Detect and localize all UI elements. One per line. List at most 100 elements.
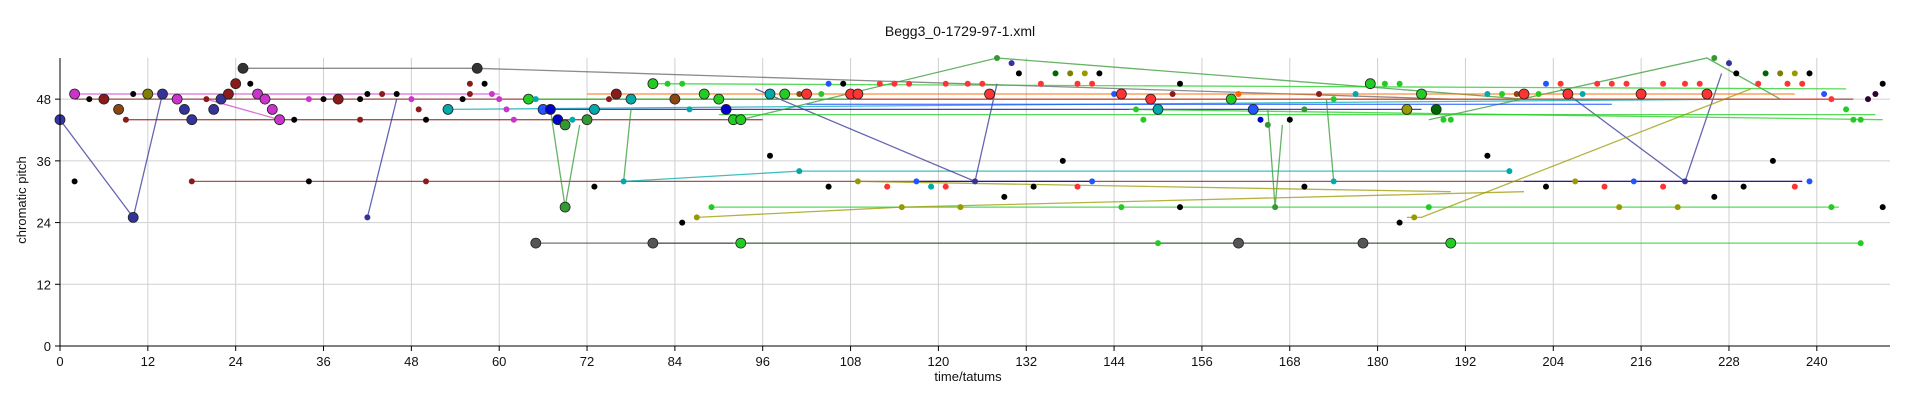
note-point <box>876 80 883 87</box>
note-point <box>1059 157 1066 164</box>
note-point <box>1247 104 1259 115</box>
note-point <box>481 80 488 87</box>
note-point <box>357 116 364 123</box>
note-point <box>906 80 913 87</box>
note-point <box>1682 178 1688 185</box>
note-point <box>1499 91 1505 97</box>
note-point <box>1257 116 1264 123</box>
note-point <box>215 93 227 105</box>
note-point <box>1696 80 1703 87</box>
note-point <box>252 88 264 100</box>
note-point <box>423 178 429 185</box>
note-point <box>698 88 710 100</box>
note-point <box>1806 178 1813 185</box>
y-tick-label: 36 <box>37 154 51 169</box>
note-point <box>230 78 242 90</box>
note-point <box>1111 91 1118 97</box>
note-point <box>1074 80 1081 87</box>
x-tick-label: 192 <box>1455 354 1477 369</box>
x-tick-label: 120 <box>928 354 950 369</box>
note-connector-line <box>696 191 1525 219</box>
x-tick-label: 240 <box>1806 354 1828 369</box>
x-tick-label: 48 <box>404 354 418 369</box>
note-point <box>620 178 627 185</box>
note-point <box>1740 183 1747 190</box>
note-point <box>1726 60 1732 67</box>
note-point <box>69 88 80 100</box>
note-point <box>1177 204 1183 211</box>
note-connector-line <box>59 93 164 219</box>
note-point <box>1140 116 1147 123</box>
note-point <box>122 116 129 123</box>
note-point <box>647 237 659 249</box>
note-point <box>423 116 429 123</box>
note-point <box>1791 70 1798 77</box>
note-point <box>1755 80 1762 87</box>
note-point <box>1623 80 1630 87</box>
note-point <box>1506 168 1513 175</box>
note-point <box>1425 204 1432 211</box>
note-point <box>1152 104 1164 115</box>
note-point <box>591 183 598 190</box>
note-point <box>852 88 864 100</box>
x-tick-label: 60 <box>492 354 506 369</box>
note-connector-line <box>623 170 1510 183</box>
note-point <box>1264 121 1271 128</box>
note-point <box>1635 88 1647 100</box>
note-point <box>1769 157 1776 164</box>
note-point <box>1865 96 1871 103</box>
note-point <box>801 88 812 100</box>
note-point <box>364 214 371 221</box>
note-point <box>825 183 832 190</box>
y-tick-label: 0 <box>44 339 51 354</box>
note-point <box>1401 104 1413 115</box>
y-axis-label: chromatic pitch <box>14 156 29 243</box>
note-point <box>1089 178 1096 185</box>
note-point <box>818 91 825 97</box>
note-point <box>569 116 576 123</box>
note-point <box>979 80 986 87</box>
note-point <box>393 91 400 97</box>
note-point <box>332 93 344 105</box>
x-tick-label: 156 <box>1191 354 1213 369</box>
x-tick-label: 0 <box>56 354 63 369</box>
note-point <box>1396 80 1403 87</box>
note-point <box>1579 91 1586 97</box>
note-point <box>157 88 168 100</box>
y-tick-label: 48 <box>37 92 51 107</box>
note-point <box>532 96 539 103</box>
note-point <box>1316 91 1322 97</box>
note-point <box>1660 80 1667 87</box>
note-point <box>503 106 510 113</box>
note-point <box>1872 91 1879 97</box>
x-tick-label: 216 <box>1630 354 1652 369</box>
note-point <box>364 91 371 97</box>
note-point <box>379 91 386 97</box>
note-point <box>1674 204 1681 211</box>
note-point <box>1411 214 1418 221</box>
note-point <box>274 114 286 126</box>
note-point <box>291 116 298 123</box>
note-point <box>1630 178 1637 185</box>
y-tick-label: 12 <box>37 277 51 292</box>
note-point <box>1777 70 1784 77</box>
note-point <box>1330 178 1337 185</box>
x-tick-label: 72 <box>580 354 594 369</box>
note-point <box>942 80 949 87</box>
note-point <box>171 93 183 105</box>
note-point <box>320 96 327 103</box>
x-tick-label: 204 <box>1542 354 1564 369</box>
note-point <box>471 62 483 74</box>
note-point <box>1364 78 1376 90</box>
note-point <box>1037 80 1044 87</box>
note-point <box>1015 70 1022 77</box>
note-point <box>1711 55 1718 61</box>
x-tick-label: 228 <box>1718 354 1740 369</box>
note-point <box>1301 106 1308 113</box>
note-connector-line <box>857 180 1451 193</box>
note-point <box>1081 70 1088 77</box>
note-point <box>1030 183 1037 190</box>
note-point <box>1843 106 1850 113</box>
note-point <box>86 96 93 103</box>
